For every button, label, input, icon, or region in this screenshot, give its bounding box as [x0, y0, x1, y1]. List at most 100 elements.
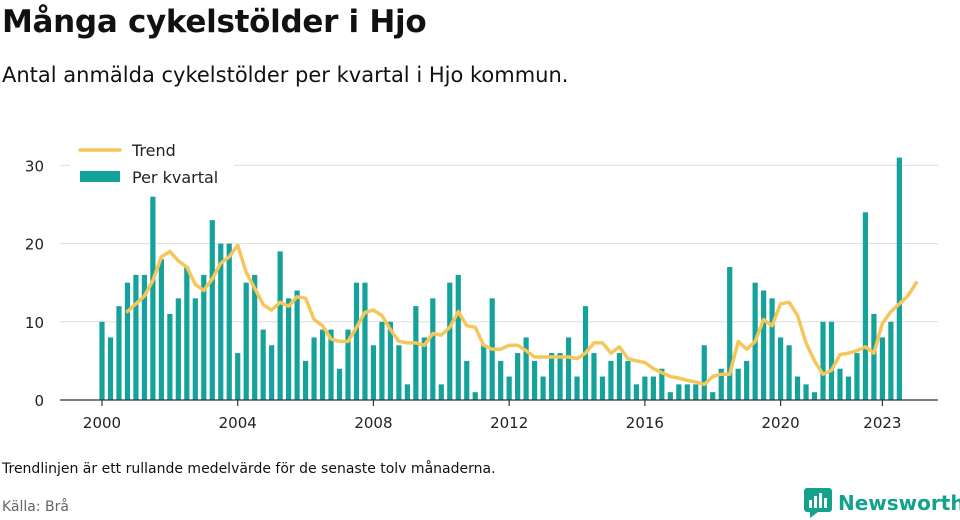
newsworthy-logo-icon	[804, 488, 832, 518]
bar	[710, 392, 716, 400]
bar	[548, 353, 555, 400]
y-tick-label: 20	[25, 236, 44, 254]
bar	[158, 259, 164, 400]
bar	[141, 274, 148, 400]
y-tick-label: 10	[25, 314, 44, 332]
bar	[150, 196, 156, 400]
newsworthy-logo[interactable]: Newsworthy	[804, 488, 960, 518]
legend-bar-swatch	[80, 171, 120, 182]
bar	[175, 298, 181, 400]
bar	[481, 345, 487, 400]
bar	[336, 368, 343, 400]
x-tick-label: 2008	[354, 414, 392, 432]
bar	[608, 360, 614, 400]
bar	[498, 360, 504, 400]
bar	[625, 360, 631, 400]
bar	[464, 360, 470, 400]
bar	[252, 274, 258, 400]
footnote: Trendlinjen är ett rullande medelvärde f…	[2, 461, 496, 477]
bar	[133, 274, 139, 400]
bar	[591, 353, 597, 400]
y-tick-label: 30	[25, 157, 44, 175]
trend-line	[125, 243, 919, 387]
bar	[650, 376, 656, 400]
bar	[438, 384, 444, 400]
bar	[515, 353, 521, 400]
bar	[888, 321, 894, 400]
bar	[896, 157, 902, 400]
trend-series	[125, 243, 919, 387]
bar	[684, 384, 690, 400]
bar	[786, 345, 792, 400]
bar	[837, 368, 843, 400]
x-tick-label: 2023	[863, 414, 901, 432]
bar	[116, 306, 122, 400]
bar	[727, 267, 733, 400]
bar	[328, 329, 334, 400]
bar	[820, 321, 826, 400]
bar	[243, 282, 249, 400]
bar	[565, 337, 572, 400]
bar	[718, 368, 724, 400]
bar	[676, 384, 682, 400]
bar	[523, 337, 529, 400]
bar	[574, 376, 580, 400]
bar	[413, 306, 419, 400]
bar	[396, 345, 402, 400]
bar	[192, 298, 198, 400]
bar	[430, 298, 436, 400]
x-axis: 2000 2004 2008 2012 2016 2020 2023	[60, 399, 938, 432]
bar	[472, 392, 478, 400]
bar	[286, 298, 292, 400]
bar	[294, 290, 300, 400]
bar	[659, 368, 665, 400]
bar	[277, 251, 283, 400]
bar	[99, 321, 105, 400]
bar	[862, 212, 869, 400]
bar	[379, 321, 385, 400]
bar	[616, 353, 623, 400]
bar	[260, 329, 266, 400]
bar	[184, 267, 190, 400]
bar	[404, 384, 410, 400]
bar	[557, 353, 563, 400]
x-tick-label: 2000	[83, 414, 121, 432]
chart-title: Många cykelstölder i Hjo	[2, 4, 427, 40]
bar	[302, 360, 309, 400]
bar	[778, 337, 784, 400]
bar	[854, 353, 860, 400]
newsworthy-wordmark: Newsworthy	[838, 491, 960, 515]
y-axis-tick-labels: 0 10 20 30	[25, 157, 44, 410]
bar	[370, 345, 377, 400]
bar	[633, 384, 639, 400]
bar	[769, 298, 775, 400]
bar	[387, 321, 394, 400]
bar	[540, 376, 546, 400]
bar	[532, 360, 538, 400]
bar	[828, 321, 835, 400]
legend-trend-label: Trend	[131, 141, 176, 160]
bar	[107, 337, 114, 400]
x-tick-label: 2020	[762, 414, 800, 432]
bar	[201, 274, 207, 400]
bar	[879, 337, 885, 400]
bar	[506, 376, 512, 400]
x-tick-label: 2016	[626, 414, 664, 432]
bar	[455, 274, 461, 400]
bar	[319, 329, 326, 400]
bar	[269, 345, 275, 400]
bar	[667, 392, 673, 400]
bar	[845, 376, 852, 400]
bar	[226, 243, 232, 400]
bar	[345, 329, 351, 400]
bar	[761, 290, 767, 400]
bar	[642, 376, 648, 400]
bar	[353, 282, 360, 400]
bar	[235, 353, 241, 400]
bar	[794, 376, 801, 400]
bar	[124, 282, 131, 400]
bar	[167, 313, 173, 400]
legend-bar-label: Per kvartal	[132, 168, 218, 187]
bar	[599, 376, 606, 400]
